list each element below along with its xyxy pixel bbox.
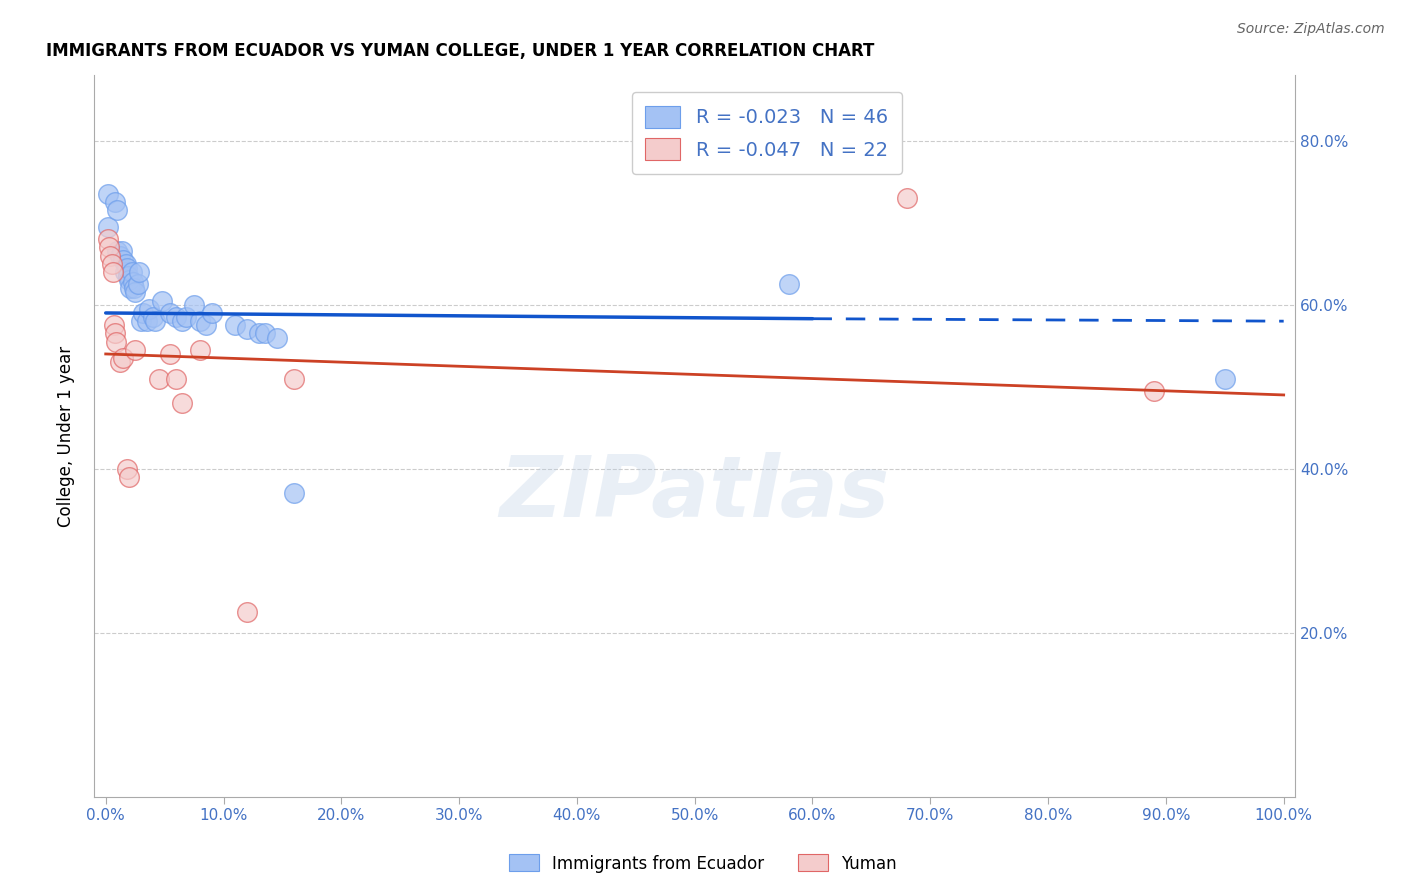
Point — [103, 318, 125, 333]
Point — [108, 355, 131, 369]
Point — [112, 252, 135, 267]
Point — [100, 257, 122, 271]
Point — [142, 310, 165, 324]
Legend: R = -0.023   N = 46, R = -0.047   N = 22: R = -0.023 N = 46, R = -0.047 N = 22 — [631, 92, 901, 174]
Point — [100, 249, 122, 263]
Text: ZIPatlas: ZIPatlas — [499, 452, 890, 535]
Point — [266, 330, 288, 344]
Point — [114, 257, 136, 271]
Point — [138, 301, 160, 316]
Text: Source: ZipAtlas.com: Source: ZipAtlas.com — [1237, 22, 1385, 37]
Point — [159, 347, 181, 361]
Point — [183, 298, 205, 312]
Point — [129, 314, 152, 328]
Point — [778, 277, 800, 292]
Point — [150, 293, 173, 308]
Point — [132, 306, 155, 320]
Point — [122, 281, 145, 295]
Point — [1213, 371, 1236, 385]
Text: IMMIGRANTS FROM ECUADOR VS YUMAN COLLEGE, UNDER 1 YEAR CORRELATION CHART: IMMIGRANTS FROM ECUADOR VS YUMAN COLLEGE… — [46, 42, 875, 60]
Point — [143, 314, 166, 328]
Point — [165, 310, 187, 324]
Point — [247, 326, 270, 341]
Point — [194, 318, 217, 333]
Point — [98, 240, 121, 254]
Point — [118, 470, 141, 484]
Point — [201, 306, 224, 320]
Point — [148, 371, 170, 385]
Point — [117, 268, 139, 283]
Point — [115, 260, 138, 275]
Point — [107, 244, 129, 259]
Point — [253, 326, 276, 341]
Point — [283, 371, 305, 385]
Point — [165, 371, 187, 385]
Point — [124, 285, 146, 300]
Point — [108, 249, 131, 263]
Point — [97, 232, 120, 246]
Point — [236, 605, 259, 619]
Point — [136, 314, 159, 328]
Point — [115, 461, 138, 475]
Legend: Immigrants from Ecuador, Yuman: Immigrants from Ecuador, Yuman — [502, 847, 904, 880]
Point — [128, 265, 150, 279]
Point — [105, 334, 128, 349]
Point — [174, 310, 197, 324]
Point — [283, 486, 305, 500]
Point — [104, 326, 127, 341]
Point — [188, 314, 211, 328]
Point — [127, 277, 149, 292]
Point — [124, 343, 146, 357]
Point — [224, 318, 246, 333]
Point — [172, 396, 194, 410]
Point — [104, 195, 127, 210]
Point — [101, 265, 124, 279]
Point — [112, 351, 135, 365]
Point — [107, 203, 129, 218]
Point — [188, 343, 211, 357]
Y-axis label: College, Under 1 year: College, Under 1 year — [58, 345, 75, 526]
Point — [118, 273, 141, 287]
Point — [121, 265, 143, 279]
Point — [159, 306, 181, 320]
Point — [1143, 384, 1166, 398]
Point — [896, 191, 918, 205]
Point — [236, 322, 259, 336]
Point — [111, 244, 134, 259]
Point — [97, 187, 120, 202]
Point — [97, 219, 120, 234]
Point — [114, 265, 136, 279]
Point — [121, 275, 143, 289]
Point — [120, 281, 142, 295]
Point — [172, 314, 194, 328]
